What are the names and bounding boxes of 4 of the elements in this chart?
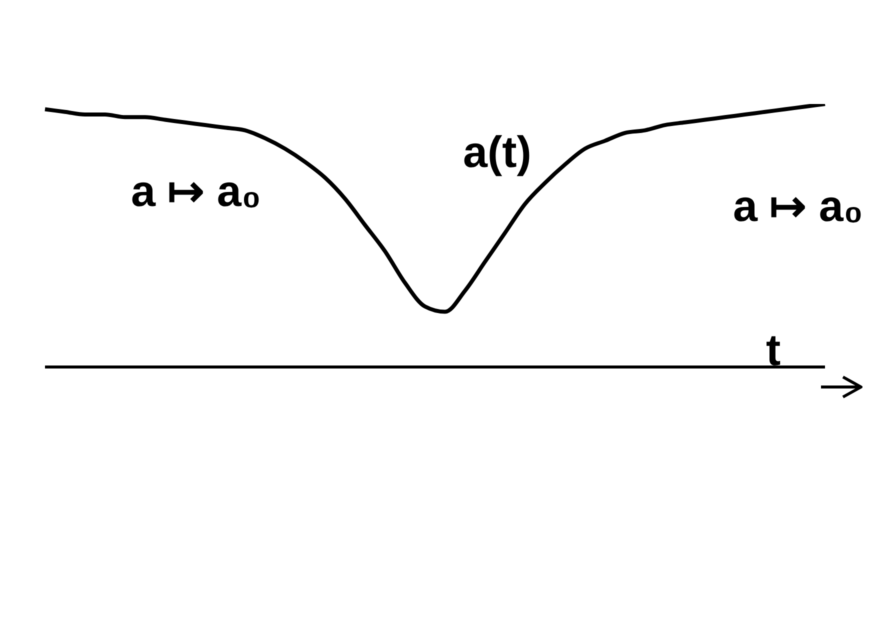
annotation: a(t) xyxy=(463,128,532,178)
annotation: a ↦ a₀ xyxy=(733,181,864,232)
annotation: a ↦ a₀ xyxy=(131,166,262,217)
x-axis-title: t xyxy=(766,326,781,376)
